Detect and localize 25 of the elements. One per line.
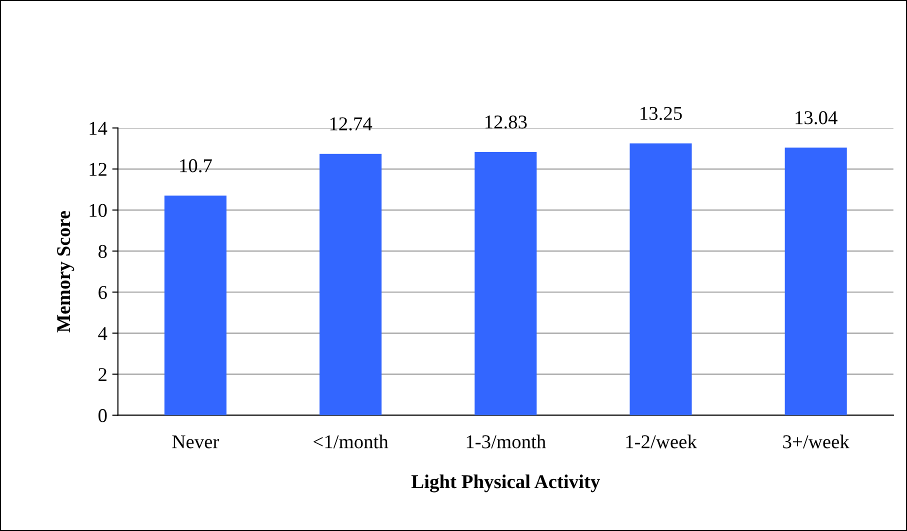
- y-tick-label: 0: [98, 409, 107, 422]
- y-tick-label: 6: [98, 286, 107, 300]
- x-tick-label: Never: [172, 435, 220, 448]
- x-tick-label: <1/month: [314, 434, 388, 448]
- bar: [164, 196, 226, 416]
- y-tick-label: 10: [90, 204, 107, 217]
- data-label: 13.25: [640, 106, 682, 120]
- bar: [320, 154, 382, 416]
- y-tick-label: 4: [98, 327, 108, 340]
- y-tick-label: 12: [90, 162, 106, 176]
- data-label: 12.83: [485, 115, 527, 129]
- data-label: 12.74: [330, 117, 372, 131]
- x-tick-label: 1-2/week: [626, 434, 697, 448]
- x-tick-label: 1-3/month: [466, 434, 546, 448]
- y-tick-label: 8: [98, 244, 107, 258]
- bar: [630, 143, 692, 416]
- data-label: 13.04: [796, 111, 838, 124]
- bar: [474, 152, 537, 416]
- x-tick-label: 3+/week: [783, 434, 850, 448]
- x-axis-title: Light Physical Activity: [411, 474, 600, 492]
- y-tick-label: 14: [90, 122, 108, 135]
- y-axis-title: Memory Score: [57, 211, 74, 332]
- bar: [784, 148, 847, 416]
- y-tick-label: 2: [98, 368, 106, 381]
- data-label: 10.7: [180, 159, 212, 172]
